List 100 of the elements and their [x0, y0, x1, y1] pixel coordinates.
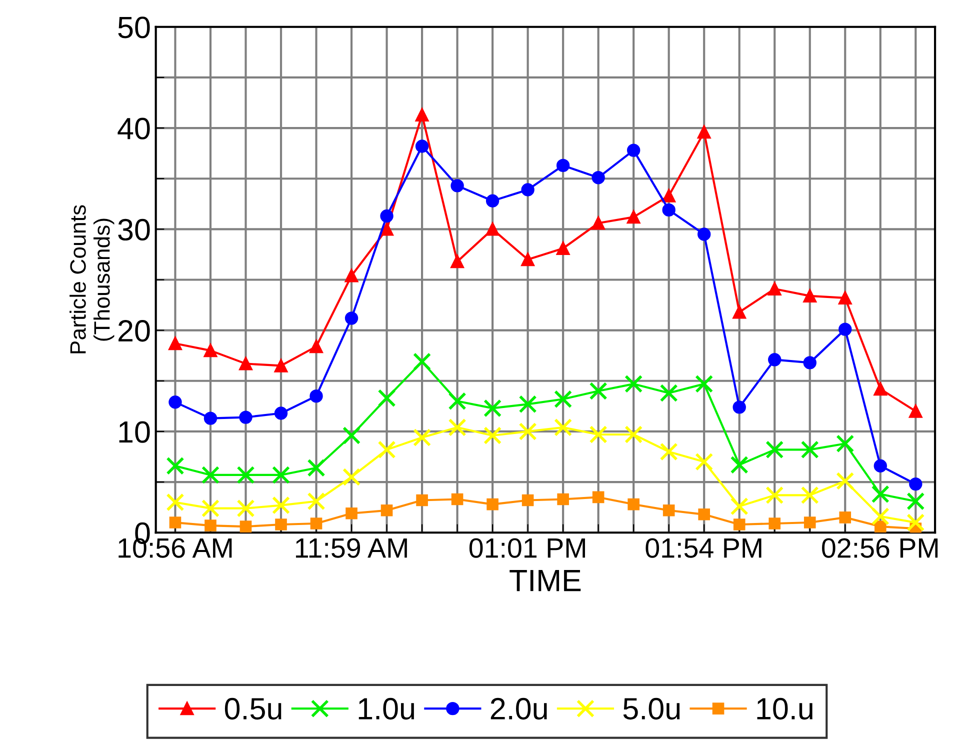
point [732, 400, 746, 414]
point [768, 282, 782, 296]
point [378, 440, 396, 459]
point [342, 468, 361, 486]
point [272, 466, 290, 484]
point [310, 389, 323, 403]
point [380, 222, 394, 236]
point [416, 494, 428, 506]
point [344, 269, 358, 282]
point [662, 504, 675, 516]
point [871, 507, 890, 526]
y-tick-label: 40 [118, 118, 150, 140]
point [240, 520, 252, 532]
point [448, 392, 466, 410]
point [733, 518, 746, 530]
legend-label: 5.0u [623, 698, 680, 720]
point [307, 492, 326, 510]
point [695, 374, 714, 393]
point [698, 508, 710, 520]
point [871, 485, 890, 504]
point [557, 493, 569, 506]
point [307, 458, 326, 477]
point [486, 194, 500, 208]
y-tick-label: 30 [118, 218, 150, 241]
point [204, 520, 216, 532]
point [380, 209, 394, 223]
point [768, 353, 782, 366]
point [836, 472, 854, 490]
y-tick-label: 50 [118, 16, 150, 38]
point [589, 425, 608, 444]
point [554, 390, 572, 408]
point [626, 210, 640, 224]
x-tick-label: 01:54 PM [646, 538, 762, 558]
point [592, 170, 605, 184]
legend-label: 1.0u [358, 698, 414, 720]
point [874, 459, 887, 472]
point [342, 426, 361, 445]
point [698, 125, 711, 139]
point [909, 404, 922, 418]
point [166, 456, 184, 475]
point [800, 486, 819, 504]
point [624, 374, 643, 393]
point [698, 228, 711, 241]
point [450, 254, 464, 268]
point [626, 144, 640, 157]
point [518, 422, 537, 440]
point [660, 384, 678, 402]
point [484, 399, 502, 418]
point [166, 493, 184, 512]
point [768, 518, 781, 530]
point [800, 440, 819, 459]
point [201, 466, 220, 484]
point [554, 418, 572, 436]
point [310, 340, 323, 354]
point [766, 440, 784, 459]
point [168, 336, 182, 350]
point [838, 291, 852, 305]
point [450, 179, 464, 192]
point [274, 406, 288, 420]
point [839, 512, 852, 524]
point [521, 183, 534, 196]
point [522, 494, 534, 506]
point [378, 389, 396, 408]
point [346, 507, 358, 520]
point [730, 497, 748, 516]
point [730, 456, 748, 474]
point [624, 425, 643, 444]
legend-label: 0.5u [224, 698, 282, 720]
point [732, 306, 746, 319]
point [201, 499, 220, 518]
point [239, 410, 252, 424]
point [275, 518, 287, 530]
point [662, 203, 676, 217]
point [518, 395, 537, 414]
point [486, 498, 498, 510]
point [803, 356, 816, 370]
point [204, 412, 218, 425]
point [169, 516, 182, 528]
x-tick-label: 02:56 PM [822, 538, 938, 558]
y-tick-label: 20 [118, 320, 150, 342]
point [836, 434, 854, 453]
point [413, 352, 432, 371]
point [556, 158, 570, 172]
point [660, 442, 678, 461]
point [484, 426, 502, 445]
point [628, 498, 640, 510]
point [838, 322, 852, 336]
point [415, 140, 429, 153]
point [413, 428, 432, 447]
point [236, 466, 255, 484]
point [874, 520, 886, 532]
point [906, 492, 925, 510]
point [236, 499, 255, 518]
point [448, 418, 466, 436]
point [168, 396, 182, 409]
point [803, 289, 816, 303]
point [592, 216, 605, 230]
point [766, 486, 784, 504]
y-tick-label: 10 [119, 421, 150, 443]
point [556, 242, 570, 255]
